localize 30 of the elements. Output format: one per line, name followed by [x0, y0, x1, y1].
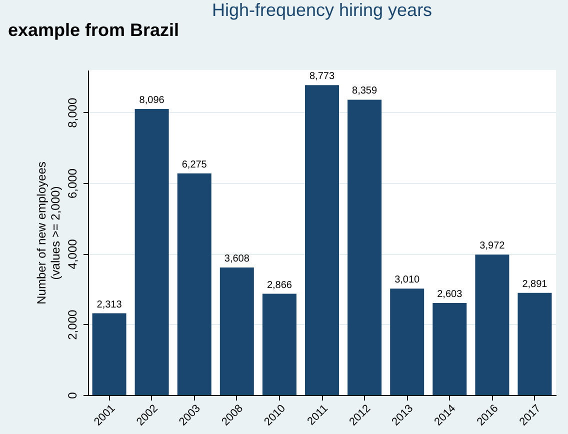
bar — [177, 173, 212, 395]
bar — [390, 288, 424, 395]
y-tick-label: 6,000 — [66, 168, 80, 199]
bar — [92, 313, 126, 395]
bar — [348, 100, 382, 395]
data-label: 2,603 — [437, 289, 463, 300]
y-tick-label: 8,000 — [66, 98, 80, 128]
bar — [475, 254, 510, 395]
data-label: 8,359 — [352, 86, 378, 97]
bar — [262, 294, 296, 395]
data-label: 2,891 — [522, 278, 548, 290]
data-label: 8,773 — [309, 71, 335, 82]
data-label: 8,096 — [139, 95, 165, 106]
data-label: 3,010 — [394, 274, 420, 286]
bar — [220, 268, 254, 395]
y-tick-label: 4,000 — [66, 238, 80, 270]
text: example from Brazil — [8, 20, 180, 40]
data-label: 6,275 — [182, 159, 208, 170]
bar — [518, 292, 552, 395]
chart-title: High-frequency hiring years — [212, 0, 432, 20]
data-label: 2,866 — [266, 280, 292, 291]
data-label: 2,313 — [96, 299, 122, 310]
y-axis-title: Number of new employees (values >= 2,000) — [34, 162, 62, 304]
y-tick-label: 0 — [66, 392, 80, 399]
bar — [305, 85, 339, 395]
data-label: 3,608 — [224, 254, 250, 265]
bar — [134, 109, 169, 395]
y-tick-label: 2,000 — [66, 310, 80, 340]
bar — [432, 303, 467, 395]
data-label: 3,972 — [480, 240, 506, 252]
